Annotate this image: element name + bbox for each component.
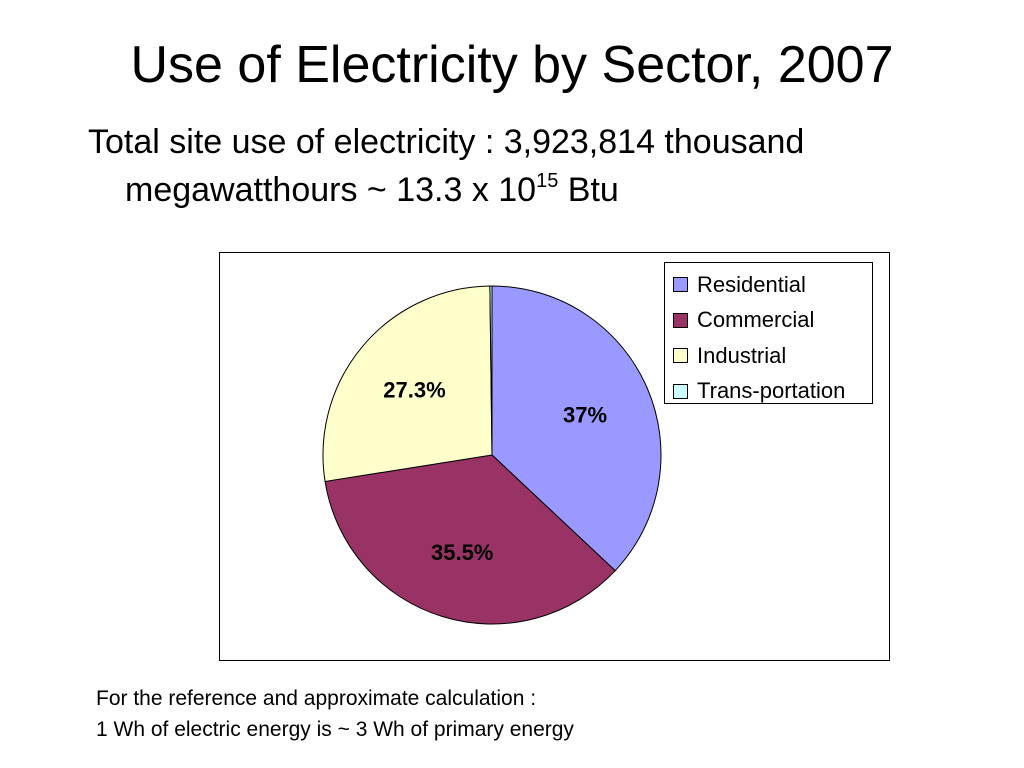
subtitle-exponent: 15: [536, 170, 559, 192]
footnote-line1: For the reference and approximate calcul…: [96, 687, 537, 710]
pie-slice-residential: [491, 285, 662, 572]
legend-swatch: [673, 348, 688, 364]
footnote: For the reference and approximate calcul…: [96, 683, 574, 745]
pie-slice-trans-portation: [489, 285, 493, 456]
subtitle-line2: megawatthours ~ 13.3 x 1015 Btu: [88, 166, 968, 214]
pie-chart: 37% 35.5% 27.3% Residential Commercial Indus…: [219, 252, 890, 661]
pie-chart-canvas: 37% 35.5% 27.3%: [322, 285, 662, 625]
legend-swatch: [673, 383, 688, 399]
pie-slice-industrial: [322, 285, 493, 483]
subtitle-line2-suffix: Btu: [558, 171, 619, 209]
pie-slices: [322, 285, 662, 625]
legend-item-industrial: Industrial: [665, 338, 872, 374]
legend-swatch: [673, 312, 688, 328]
legend-label: Trans-portation: [697, 378, 846, 404]
subtitle-line2-prefix: megawatthours ~ 13.3 x 10: [125, 171, 537, 209]
legend-item-residential: Residential: [665, 267, 872, 303]
legend-swatch: [673, 277, 688, 293]
footnote-line2: 1 Wh of electric energy is ~ 3 Wh of pri…: [96, 718, 574, 741]
subtitle: Total site use of electricity : 3,923,81…: [88, 118, 968, 214]
legend-item-commercial: Commercial: [665, 303, 872, 339]
legend-label: Residential: [697, 271, 806, 297]
pie-slice-labels: 37% 35.5% 27.3%: [383, 378, 607, 565]
subtitle-line1: Total site use of electricity : 3,923,81…: [88, 123, 805, 161]
chart-legend: Residential Commercial Industrial Trans-por…: [664, 262, 873, 404]
legend-label: Industrial: [697, 342, 787, 368]
slice-label-residential: 37%: [563, 403, 607, 428]
legend-label: Commercial: [697, 307, 815, 333]
pie-slice-commercial: [324, 454, 616, 625]
slice-label-commercial: 35.5%: [431, 540, 493, 565]
slide-title: Use of Electricity by Sector, 2007: [130, 36, 894, 94]
legend-item-trans-portation: Trans-portation: [665, 374, 872, 410]
slice-label-industrial: 27.3%: [383, 378, 445, 403]
